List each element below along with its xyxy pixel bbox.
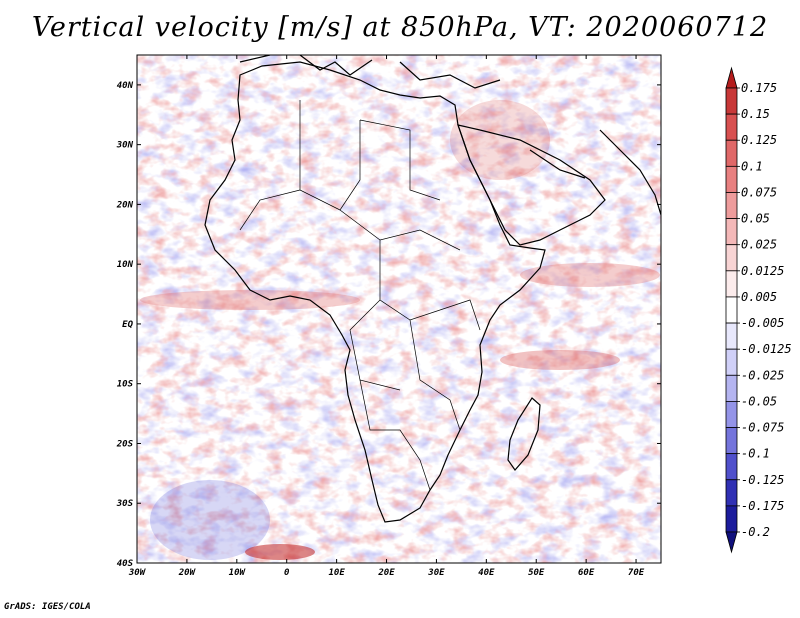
lat-tick-label: 20S [116,439,134,449]
colorbar-swatch [725,374,738,402]
lat-tick-label: 40N [117,81,134,91]
colorbar-label: -0.175 [741,499,784,513]
lat-tick-label: 10N [117,260,134,270]
colorbar-swatch [725,66,738,89]
colorbar-label: 0.005 [741,290,777,304]
colorbar-label: 0.125 [741,133,777,147]
country-borders [239,100,481,491]
colorbar-label: 0.1 [741,159,763,173]
colorbar-label: 0.075 [741,185,777,199]
lon-tick-label: 0 [284,568,290,578]
colorbar-label: -0.1 [741,447,770,461]
colorbar-swatch [725,505,738,533]
colorbar-swatch [725,479,738,507]
footer-credit: GrADS: IGES/COLA [4,602,91,612]
colorbar-label: -0.0125 [741,342,792,356]
colorbar-swatch [725,244,738,272]
lon-tick-label: 20E [377,568,395,578]
colorbar-swatch [725,322,738,350]
velocity-field [137,55,661,563]
colorbar-label: 0.175 [741,81,777,95]
colorbar-label: -0.075 [741,421,784,435]
lon-tick-label: 20W [178,568,197,578]
colorbar-swatch [725,165,738,193]
map-frame [136,54,662,564]
colorbar-label: -0.2 [741,525,770,539]
longitude-axis: 30W 20W 10W 0 10E 20E 30E 40E 50E 60E 70E [128,55,645,578]
colorbar-label: 0.15 [741,107,770,121]
coastlines [204,55,661,523]
lon-tick-label: 70E [628,568,645,578]
colorbar-swatch [725,348,738,376]
colorbar-swatch [725,218,738,246]
lon-tick-label: 30W [128,568,147,578]
colorbar-label: 0.025 [741,238,777,252]
colorbar-swatch [725,296,738,324]
colorbar-swatch [725,453,738,481]
colorbar-label: 0.05 [741,212,770,226]
lat-tick-label: 10S [117,380,134,390]
lat-tick-label: EQ [122,320,133,330]
colorbar-label: -0.125 [741,473,784,487]
colorbar-swatch [725,113,738,141]
lon-tick-label: 50E [528,568,545,578]
colorbar-label: -0.05 [741,394,777,408]
colorbar-swatch [725,139,738,167]
lat-tick-label: 20N [116,200,134,210]
figure-title: Vertical velocity [m/s] at 850hPa, VT: 2… [31,12,769,43]
colorbar: 0.175 0.15 0.125 0.1 0.075 0.05 0.025 0.0125 0.0… [725,66,792,554]
colorbar-swatch [725,427,738,455]
lat-tick-label: 40S [117,559,134,569]
colorbar-swatch [725,192,738,219]
lon-tick-label: 40E [478,568,495,578]
lat-tick-label: 30N [116,141,134,151]
lon-tick-label: 10E [328,568,345,578]
colorbar-swatch [725,270,738,298]
lon-tick-label: 10W [229,568,247,578]
colorbar-label: 0.0125 [741,264,784,278]
colorbar-swatch [725,531,738,554]
lon-tick-label: 60E [578,568,595,578]
colorbar-label: -0.025 [741,368,784,382]
colorbar-swatch [725,401,738,428]
lon-tick-label: 30E [427,568,445,578]
lat-tick-label: 30S [116,499,134,509]
colorbar-swatch [725,87,738,115]
latitude-axis: 40N 30N 20N 10N EQ 10S 20S 30S 40S [116,81,661,569]
colorbar-label: -0.005 [741,316,784,330]
